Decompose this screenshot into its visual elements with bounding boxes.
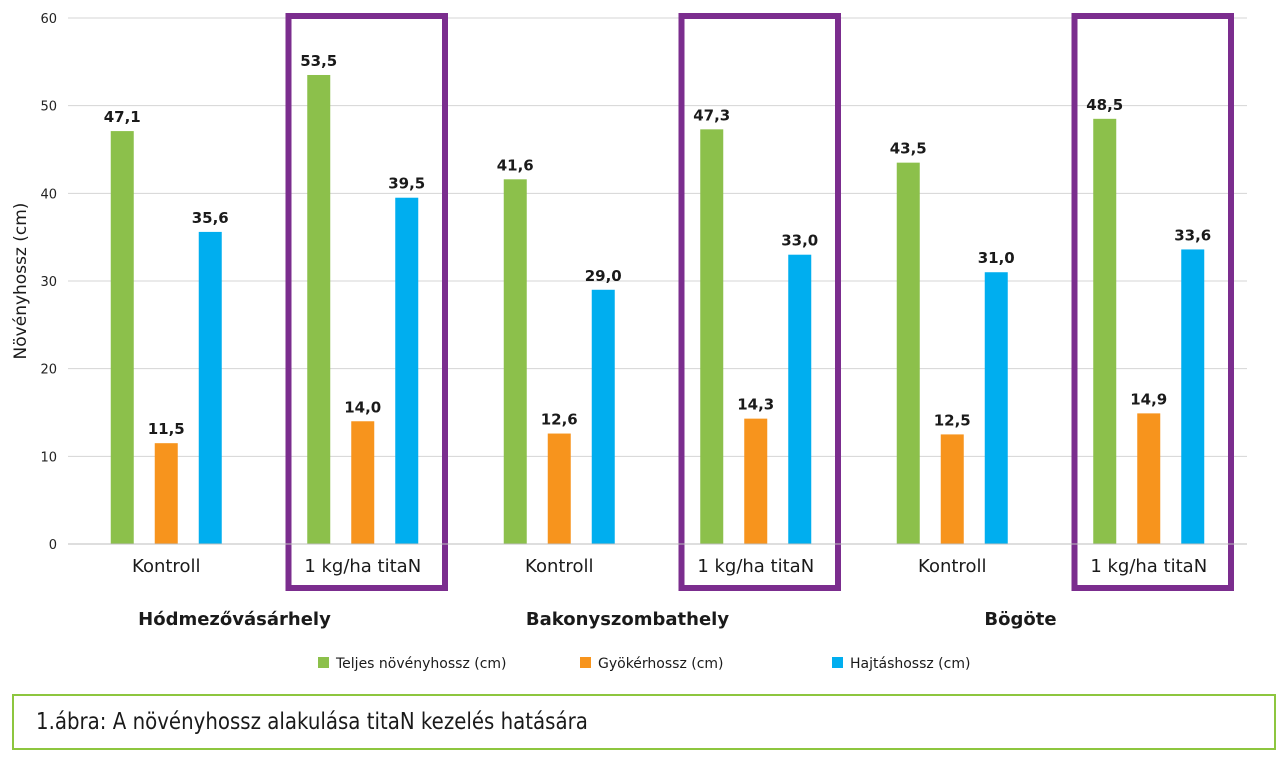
x-tick-label: Kontroll [918, 556, 986, 577]
y-tick-label: 60 [40, 12, 57, 27]
legend-label: Hajtáshossz (cm) [850, 656, 970, 672]
data-label: 31,0 [978, 249, 1015, 267]
highlight-frame [285, 13, 448, 591]
bar-root [940, 434, 964, 544]
data-label: 29,0 [585, 267, 622, 285]
x-tick-label: 1 kg/ha titaN [1090, 556, 1207, 577]
bar-total [700, 129, 724, 544]
group-label: Hódmezővásárhely [138, 609, 331, 630]
x-tick-label: 1 kg/ha titaN [304, 556, 421, 577]
data-label: 47,1 [104, 108, 141, 126]
data-label: 14,9 [1130, 390, 1167, 408]
bar-chart: 0 10 20 30 40 50 60 Növényhossz (cm) 47,1 11,5 35,… [11, 12, 1247, 672]
data-label: 39,5 [388, 175, 425, 193]
bar-shoot [395, 197, 419, 544]
figure-caption: 1.ábra: A növényhossz alakulása titaN ke… [36, 709, 588, 735]
bar-shoot [788, 254, 812, 544]
data-label: 41,6 [497, 156, 534, 174]
data-label: 14,0 [344, 398, 381, 416]
data-label: 48,5 [1086, 96, 1123, 114]
data-label: 35,6 [192, 209, 229, 227]
bar-total [896, 162, 920, 544]
bar-root [351, 421, 375, 544]
y-tick-label: 40 [40, 187, 57, 202]
data-label: 11,5 [148, 420, 185, 438]
y-tick-label: 10 [40, 450, 57, 465]
data-label: 12,5 [934, 411, 971, 429]
bar-total [1093, 118, 1117, 545]
bar-root [744, 418, 768, 544]
bar-total [503, 179, 527, 544]
data-label: 33,0 [781, 232, 818, 250]
bar-shoot [1181, 249, 1205, 544]
bar-shoot [591, 289, 615, 544]
data-label: 43,5 [890, 140, 927, 158]
data-label: 14,3 [737, 396, 774, 414]
group-label: Bögöte [984, 609, 1056, 630]
y-tick-label: 20 [40, 363, 57, 378]
y-axis-label: Növényhossz (cm) [11, 203, 31, 360]
y-tick-label: 50 [40, 100, 57, 115]
bar-total [307, 74, 331, 544]
bar-root [154, 443, 178, 544]
highlight-frame [1071, 13, 1234, 591]
data-label: 53,5 [300, 52, 337, 70]
bar-total [110, 131, 134, 544]
legend-label: Teljes növényhossz (cm) [335, 656, 507, 672]
legend-swatch [580, 657, 591, 668]
data-label: 33,6 [1174, 226, 1211, 244]
y-tick-label: 0 [49, 538, 57, 553]
bar-root [1137, 413, 1161, 544]
data-label: 12,6 [541, 411, 578, 429]
figure-caption-box: 1.ábra: A növényhossz alakulása titaN ke… [12, 694, 1276, 750]
data-label: 47,3 [693, 106, 730, 124]
x-tick-label: Kontroll [525, 556, 593, 577]
highlight-frame [678, 13, 841, 591]
bar-shoot [198, 231, 222, 544]
bar-shoot [984, 272, 1008, 544]
legend-swatch [318, 657, 329, 668]
y-tick-label: 30 [40, 275, 57, 290]
legend-swatch [832, 657, 843, 668]
x-tick-label: Kontroll [132, 556, 200, 577]
legend-label: Gyökérhossz (cm) [598, 656, 724, 672]
bar-root [547, 433, 571, 544]
x-tick-label: 1 kg/ha titaN [697, 556, 814, 577]
group-label: Bakonyszombathely [526, 609, 729, 630]
